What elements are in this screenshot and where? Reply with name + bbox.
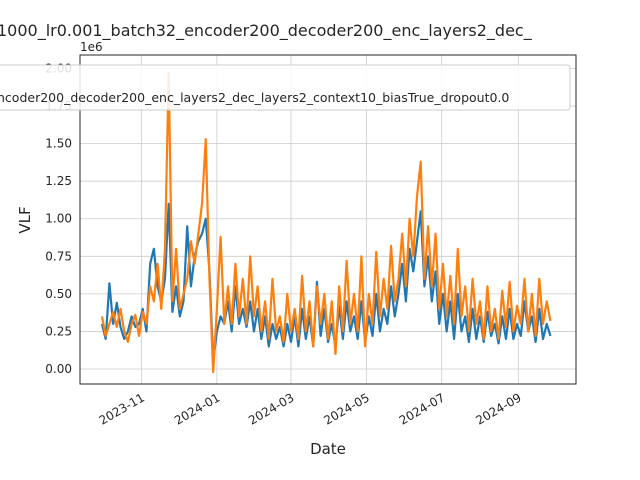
- y-axis-label: VLF: [16, 206, 34, 233]
- lines: [100, 71, 552, 374]
- y-tick-label: 1.00: [45, 212, 72, 226]
- y-tick-label: 0.50: [45, 287, 72, 301]
- y-tick-label: 1.25: [45, 174, 72, 188]
- plot-frame: [79, 54, 577, 385]
- chart-title: 1000_lr0.001_batch32_encoder200_decoder2…: [0, 21, 533, 41]
- series-line: [100, 71, 552, 374]
- y-tick-label: 1.50: [45, 137, 72, 151]
- offset-label: 1e6: [80, 40, 103, 54]
- y-tick-label: 0.25: [45, 324, 72, 338]
- y-tick-label: 0.75: [45, 249, 72, 263]
- x-axis-label: Date: [310, 440, 346, 458]
- legend: [0, 64, 571, 111]
- y-tick-label: 0.00: [45, 362, 72, 376]
- legend-label: ncoder200_decoder200_enc_layers2_dec_lay…: [0, 90, 509, 105]
